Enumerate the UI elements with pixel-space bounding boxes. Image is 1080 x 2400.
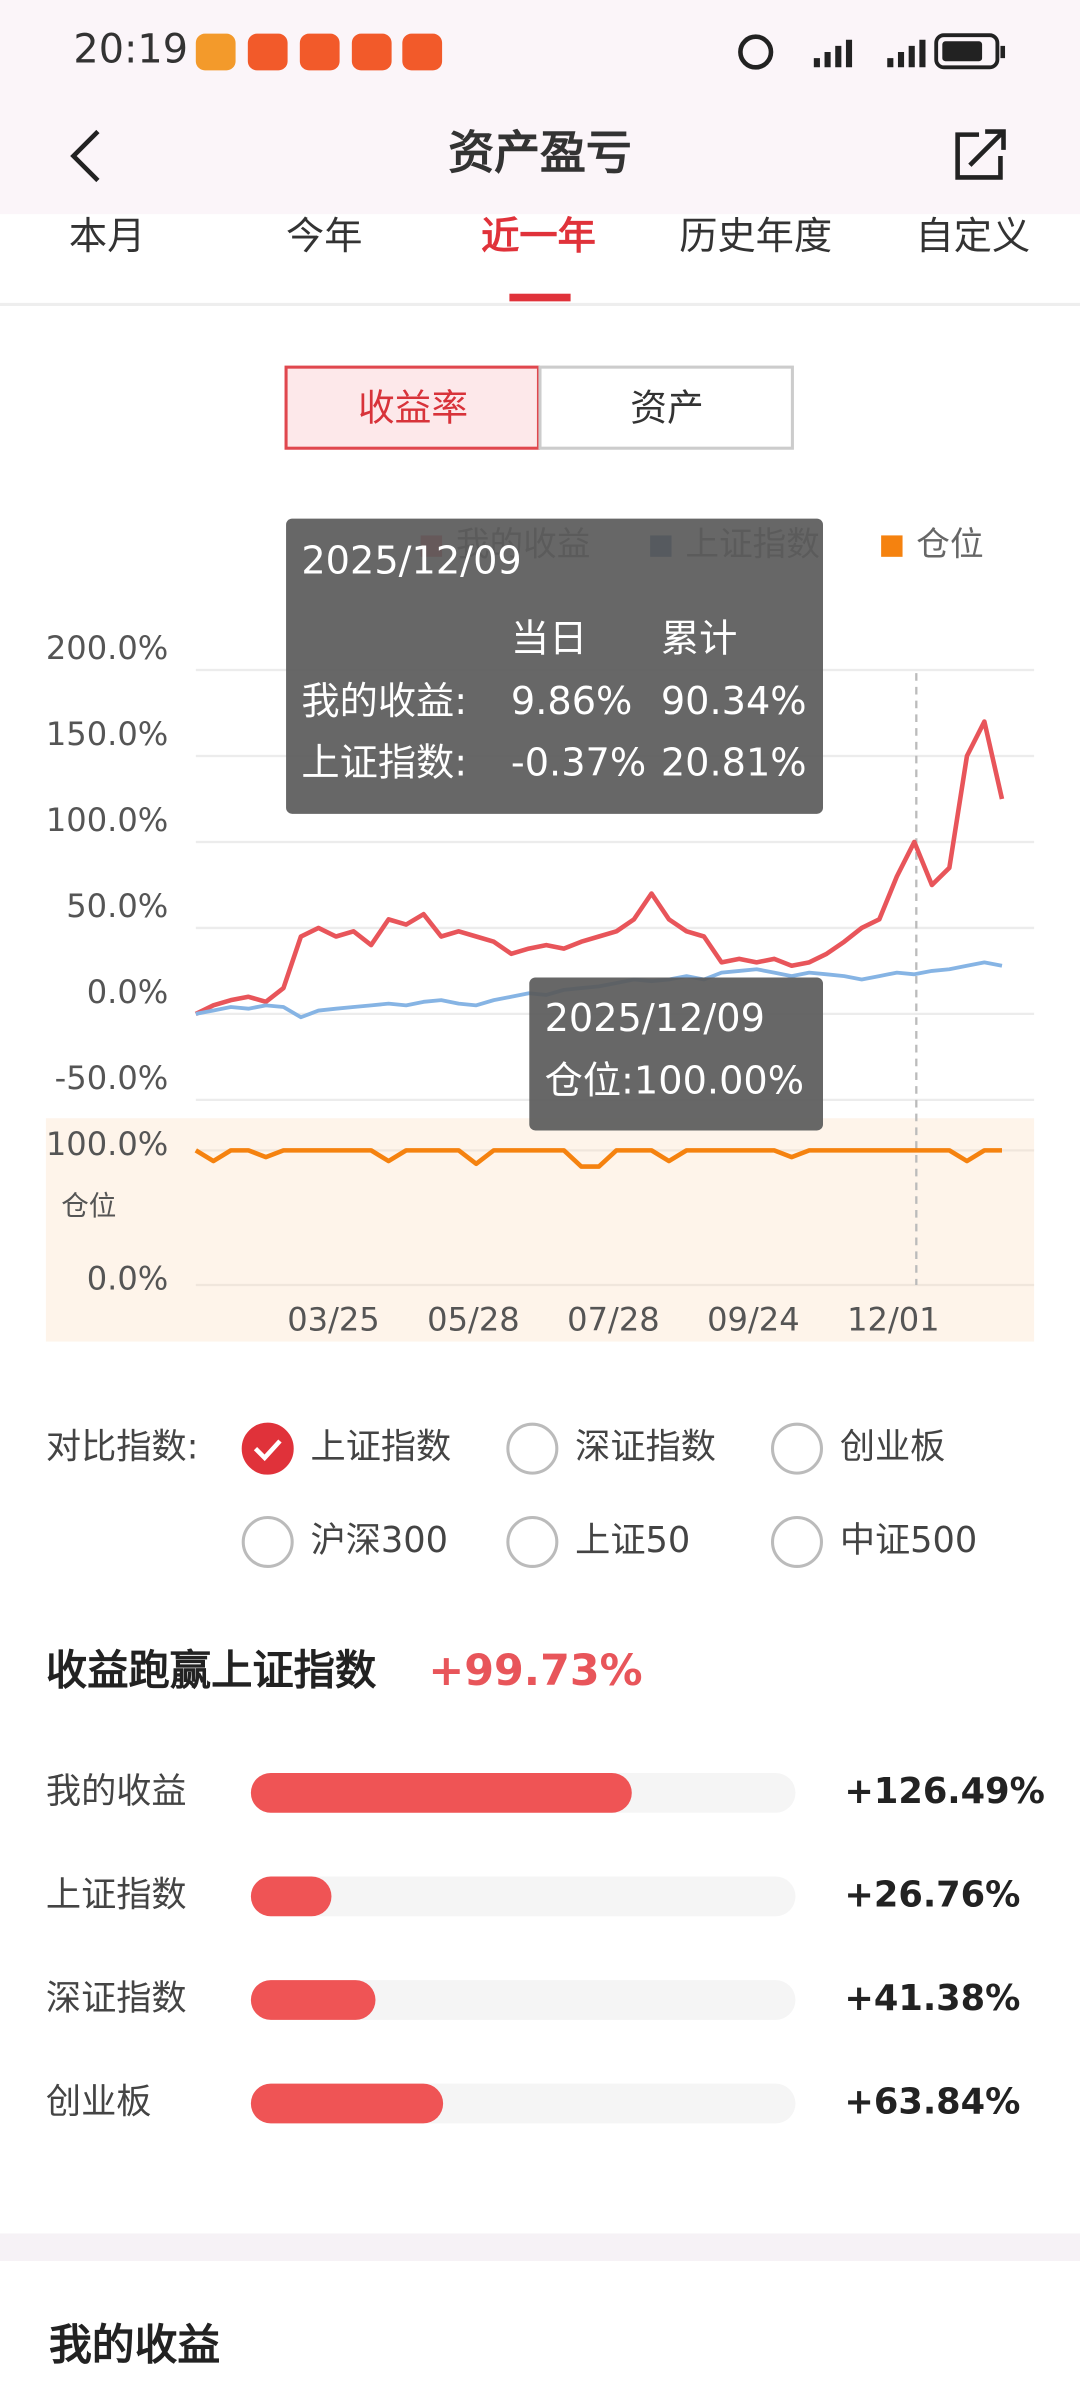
- bar-value: +26.76%: [844, 1874, 1020, 1915]
- radio[interactable]: [506, 1422, 559, 1475]
- y-tick-label: -50.0%: [55, 1059, 169, 1097]
- tooltip: [529, 977, 824, 1131]
- tooltip: [286, 518, 824, 814]
- bar: [250, 1772, 632, 1813]
- tooltip-row-label: 上证指数:: [301, 741, 467, 785]
- page-title: 资产盈亏: [448, 126, 632, 180]
- tab[interactable]: 本月: [69, 215, 145, 259]
- y2-tick-label: 100.0%: [46, 1125, 168, 1163]
- bar: [250, 1980, 376, 2020]
- bar-track: [250, 1876, 796, 1917]
- outperform-value: +99.73%: [428, 1646, 642, 1696]
- tooltip-row-label: 我的收益:: [301, 680, 467, 724]
- radio-label[interactable]: 创业板: [840, 1427, 946, 1468]
- status-icons: [195, 33, 1006, 71]
- compare-label: 对比指数:: [46, 1427, 199, 1468]
- check: [253, 1439, 282, 1462]
- section-separator: [0, 2233, 1080, 2261]
- radio-label[interactable]: 沪深300: [311, 1520, 448, 1561]
- y-tick-label: 150.0%: [46, 715, 168, 753]
- tooltip-text: 仓位:100.00%: [545, 1060, 804, 1104]
- tooltip-date: 2025/12/09: [301, 539, 521, 583]
- tooltip-value: 20.81%: [661, 741, 807, 785]
- bar-value: +41.38%: [844, 1978, 1020, 2019]
- bar-value: +126.49%: [844, 1771, 1044, 1812]
- x-tick-label: 07/28: [567, 1301, 660, 1339]
- x-tick-label: 09/24: [707, 1301, 800, 1339]
- toggle-inactive[interactable]: [538, 365, 794, 450]
- section-title: 我的收益: [49, 2321, 220, 2371]
- x-tick-label: 05/28: [427, 1301, 520, 1339]
- tooltip-column: 累计: [661, 617, 737, 661]
- tooltip-value: 9.86%: [511, 680, 632, 724]
- toggle-label[interactable]: 收益率: [358, 386, 468, 429]
- y-tick-label: 100.0%: [46, 801, 168, 839]
- tab[interactable]: 近一年: [481, 215, 596, 259]
- radio-label[interactable]: 中证500: [840, 1520, 977, 1561]
- legend-label[interactable]: 仓位: [916, 525, 983, 564]
- radio-label[interactable]: 上证50: [575, 1520, 690, 1561]
- bar: [250, 1876, 332, 1917]
- radio-label[interactable]: 深证指数: [575, 1427, 716, 1468]
- bar-label: 创业板: [46, 2082, 152, 2123]
- y-tick-label: 0.0%: [87, 973, 169, 1011]
- tab[interactable]: 历史年度: [679, 215, 832, 259]
- bar-label: 我的收益: [46, 1771, 187, 1812]
- radio[interactable]: [241, 1422, 294, 1475]
- radio[interactable]: [770, 1515, 824, 1568]
- bar-track: [250, 1980, 796, 2020]
- radio[interactable]: [241, 1515, 294, 1568]
- y2-axis-label: 仓位: [61, 1190, 116, 1222]
- bar-label: 深证指数: [46, 1978, 187, 2019]
- status-time: 20:19: [73, 27, 188, 73]
- tab-underline: [509, 293, 571, 302]
- y-tick-label: 200.0%: [46, 629, 168, 667]
- tab[interactable]: 自定义: [916, 215, 1031, 259]
- radio[interactable]: [506, 1515, 559, 1568]
- outperform-title: 收益跑赢上证指数: [46, 1647, 377, 1695]
- top-bar: [0, 0, 1080, 215]
- tooltip-value: -0.37%: [511, 741, 646, 785]
- series-line: [194, 719, 1005, 1016]
- toggle-active[interactable]: [284, 365, 540, 450]
- radio-label[interactable]: 上证指数: [311, 1427, 452, 1468]
- tooltip-value: 90.34%: [661, 680, 807, 724]
- bar-label: 上证指数: [46, 1874, 187, 1915]
- radio[interactable]: [770, 1422, 824, 1475]
- toggle-label[interactable]: 资产: [630, 386, 703, 429]
- tab[interactable]: 今年: [286, 215, 362, 259]
- share-button[interactable]: [955, 129, 1006, 180]
- bar-value: +63.84%: [844, 2082, 1020, 2123]
- position-area: [45, 1118, 1035, 1342]
- legend-swatch: [881, 535, 903, 557]
- x-tick-label: 12/01: [847, 1301, 940, 1339]
- y-tick-label: 50.0%: [66, 887, 168, 925]
- y2-tick-label: 0.0%: [87, 1259, 169, 1297]
- x-tick-label: 03/25: [287, 1301, 380, 1339]
- tooltip-date: 2025/12/09: [545, 997, 765, 1041]
- series-line: [194, 1148, 1002, 1169]
- back-button[interactable]: [70, 129, 100, 183]
- bar: [250, 2083, 444, 2124]
- tooltip-column: 当日: [511, 617, 587, 661]
